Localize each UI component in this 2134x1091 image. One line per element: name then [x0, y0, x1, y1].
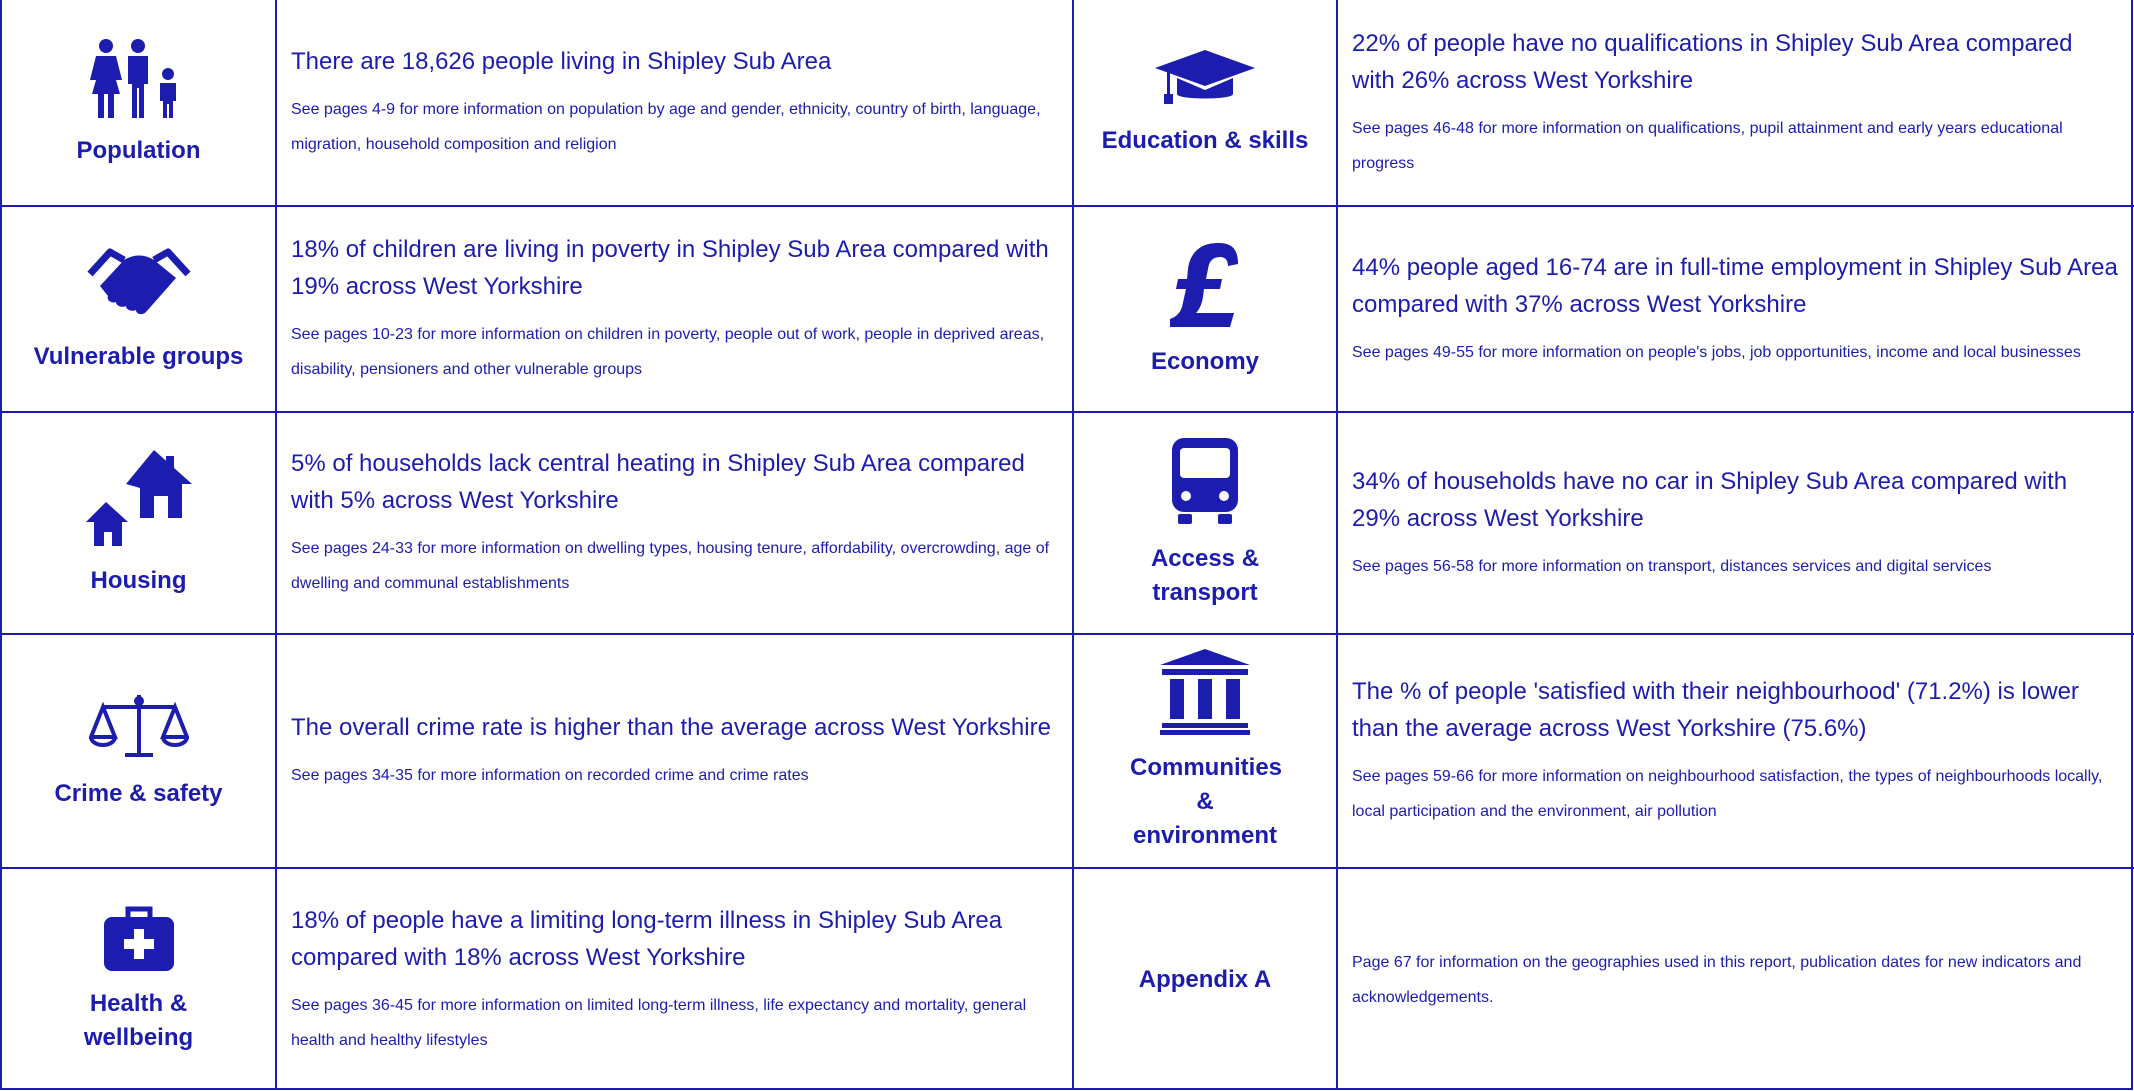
headline: 18% of people have a limiting long-term … [291, 906, 1003, 971]
section-label: Housing [90, 567, 187, 594]
building-icon [1160, 649, 1250, 735]
headline: 22% of people have no qualifications in … [1352, 29, 2073, 94]
detail: See pages 24-33 for more information on … [291, 540, 1050, 592]
population-icon [89, 38, 176, 118]
section-label: Population [76, 136, 201, 164]
headline: The % of people 'satisfied with their ne… [1352, 678, 2079, 742]
headline: 34% of households have no car in Shipley… [1352, 467, 2068, 532]
label-cell: Access & transport [1074, 413, 1338, 635]
text-cell: The overall crime rate is higher than th… [277, 635, 1074, 869]
label-cell: Education & skills [1074, 0, 1338, 207]
text-cell: 5% of households lack central heating in… [277, 413, 1074, 635]
section-label: Vulnerable groups [33, 343, 244, 370]
housing-icon [85, 450, 192, 546]
detail: See pages 4-9 for more information on po… [291, 101, 1041, 153]
label-cell: Economy [1074, 207, 1338, 413]
headline: 5% of households lack central heating in… [291, 450, 1025, 514]
detail: See pages 34-35 for more information on … [291, 767, 809, 784]
detail: See pages 36-45 for more information on … [291, 996, 1027, 1049]
headline: The overall crime rate is higher than th… [291, 714, 1051, 741]
headline: There are 18,626 people living in Shiple… [291, 48, 832, 75]
label-cell: Crime & safety [2, 635, 277, 869]
detail: See pages 56-58 for more information on … [1352, 557, 1992, 575]
scales-icon [88, 695, 189, 757]
text-cell: 22% of people have no qualifications in … [1338, 0, 2134, 207]
text-cell: The % of people 'satisfied with their ne… [1338, 635, 2134, 869]
label-cell: Population [2, 0, 277, 207]
label-cell: Housing [2, 413, 277, 635]
section-label: Access & transport [1150, 545, 1260, 606]
section-label: Crime & safety [54, 780, 223, 807]
section-label: Communities & environment [1130, 754, 1283, 849]
section-label: Health & wellbeing [83, 989, 194, 1051]
text-cell: 18% of children are living in poverty in… [277, 207, 1074, 413]
section-label: Economy [1150, 348, 1260, 375]
text-cell: 18% of people have a limiting long-term … [277, 869, 1074, 1090]
label-cell: Communities & environment [1074, 635, 1338, 869]
section-label: Education & skills [1101, 126, 1309, 154]
label-cell: Vulnerable groups [2, 207, 277, 413]
detail: Page 67 for information on the geographi… [1352, 953, 2082, 1006]
detail: See pages 59-66 for more information on … [1352, 768, 2103, 820]
bus-icon [1172, 438, 1238, 524]
section-label: Appendix A [1138, 965, 1272, 993]
text-cell: There are 18,626 people living in Shiple… [277, 0, 1074, 207]
headline: 18% of children are living in poverty in… [291, 236, 1049, 300]
education-icon [1155, 49, 1255, 104]
detail: See pages 10-23 for more information on … [291, 326, 1045, 378]
label-cell: Appendix A [1074, 869, 1338, 1090]
economy-icon [1170, 243, 1238, 327]
label-cell: Health & wellbeing [2, 869, 277, 1090]
detail: See pages 46-48 for more information on … [1352, 119, 2063, 172]
detail: See pages 49-55 for more information on … [1352, 343, 2081, 361]
text-cell: Page 67 for information on the geographi… [1338, 869, 2134, 1090]
medical-icon [103, 906, 174, 971]
headline: 44% people aged 16-74 are in full-time e… [1352, 253, 2118, 318]
text-cell: 34% of households have no car in Shipley… [1338, 413, 2134, 635]
handshake-icon [86, 248, 191, 315]
text-cell: 44% people aged 16-74 are in full-time e… [1338, 207, 2134, 413]
